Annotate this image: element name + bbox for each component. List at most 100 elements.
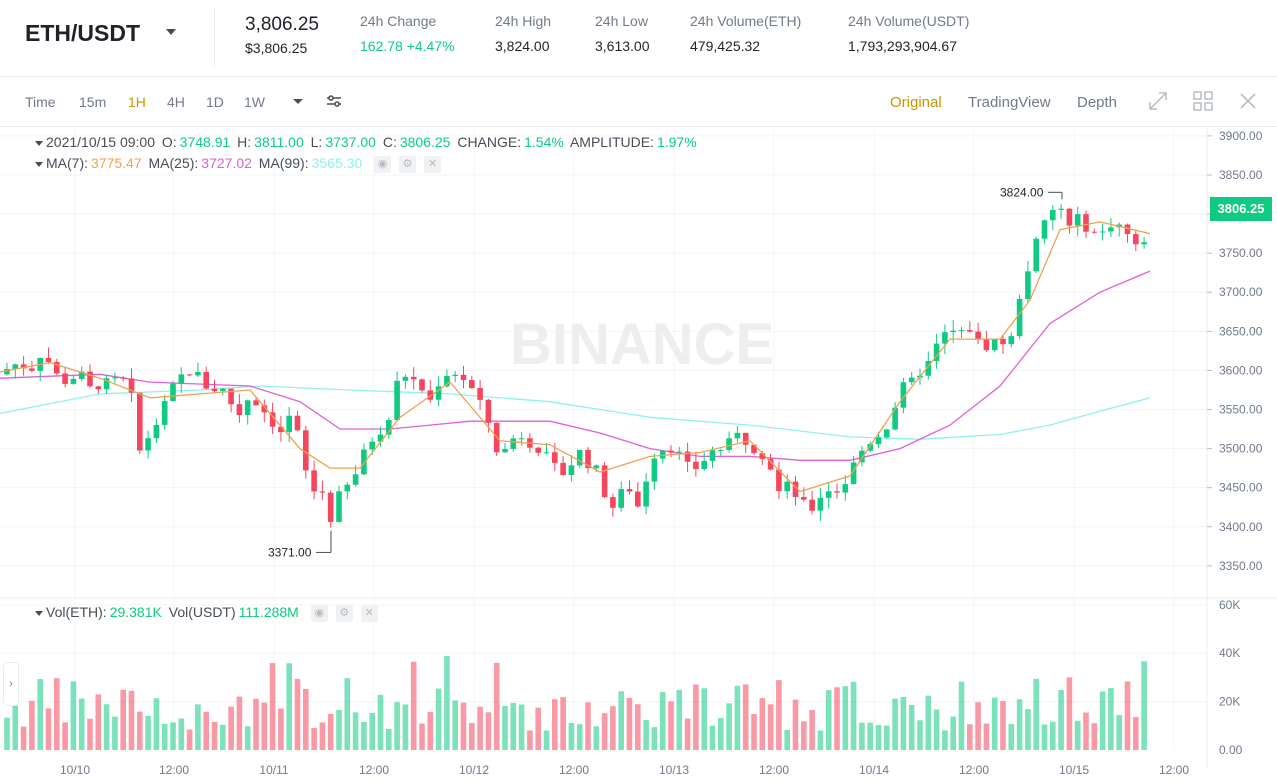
tab-1h[interactable]: 1H	[128, 94, 146, 110]
settings-sliders-icon[interactable]	[323, 90, 345, 112]
candle-body	[344, 484, 351, 492]
time-tick-label: 12:00	[559, 763, 589, 777]
eye-icon[interactable]: ◉	[310, 604, 328, 622]
fullscreen-icon[interactable]	[1147, 90, 1169, 112]
candle-body	[410, 376, 417, 380]
legend-c-label: C:	[382, 134, 397, 150]
volume-bar	[319, 722, 326, 750]
pair-caret-icon[interactable]	[166, 29, 176, 35]
remove-icon[interactable]: ✕	[424, 155, 442, 173]
volume-bar	[435, 688, 442, 750]
time-tick-label: 10/14	[859, 763, 889, 777]
view-tradingview[interactable]: TradingView	[968, 94, 1051, 111]
volume-bar	[361, 721, 367, 750]
eye-icon[interactable]: ◉	[374, 155, 392, 173]
watermark: BINANCE	[510, 312, 774, 377]
expand-panel-icon[interactable]: ›	[3, 662, 19, 706]
candle-body	[1025, 271, 1031, 299]
price-tick-label: 3400.00	[1219, 520, 1263, 534]
tab-4h[interactable]: 4H	[167, 94, 185, 110]
candle-body	[70, 378, 77, 384]
candle-body	[1091, 231, 1098, 233]
candle-body	[236, 404, 243, 415]
legend-ma25-label: MA(25):	[148, 155, 199, 171]
volume-bar	[269, 663, 276, 750]
view-depth[interactable]: Depth	[1077, 94, 1118, 111]
legend-ma7: 3775.47	[91, 155, 142, 171]
candle-body	[510, 438, 517, 449]
view-original[interactable]: Original	[890, 94, 942, 111]
legend-high: 3811.00	[254, 134, 304, 150]
candle-body	[327, 492, 334, 522]
stat-24h-volume-eth: 24h Volume(ETH) 479,425.32	[690, 13, 801, 54]
volume-bar	[659, 692, 666, 750]
kline-chart[interactable]: BINANCE 3900.003850.003800.003750.003700…	[0, 128, 1277, 783]
volume-bar	[875, 725, 882, 750]
candle-body	[801, 496, 807, 500]
candle-body	[734, 432, 741, 439]
volume-bar	[535, 707, 541, 750]
volume-bar	[817, 730, 824, 750]
tab-time[interactable]: Time	[25, 94, 56, 110]
candle-body	[1000, 338, 1006, 345]
volume-bar	[485, 712, 492, 750]
volume-bar	[120, 689, 126, 750]
candle-body	[626, 489, 633, 492]
volume-bar	[801, 721, 807, 750]
candle-body	[1083, 214, 1089, 232]
volume-bar	[1000, 701, 1006, 750]
legend-amplitude-label: AMPLITUDE:	[569, 134, 654, 150]
candle-body	[958, 330, 965, 332]
legend-collapse-icon[interactable]	[35, 140, 43, 146]
candle-body	[967, 330, 973, 332]
volume-bar	[303, 689, 309, 750]
volume-bar	[991, 697, 998, 750]
tab-15m[interactable]: 15m	[79, 94, 107, 110]
ma25-line	[0, 270, 1151, 461]
candle-body	[859, 450, 865, 463]
ma-legend-collapse-icon[interactable]	[35, 161, 43, 167]
stat-24h-low: 24h Low 3,613.00	[595, 13, 650, 54]
candle-body	[900, 382, 907, 408]
stat-value: 3,613.00	[595, 38, 650, 54]
volume-tick-label: 60K	[1219, 598, 1240, 612]
candle-body	[269, 412, 276, 427]
candle-body	[892, 407, 898, 430]
candle-body	[1041, 220, 1048, 239]
volume-bar	[236, 696, 243, 750]
candle-body	[220, 388, 226, 392]
candle-body	[311, 470, 317, 492]
candle-body	[386, 420, 392, 435]
volume-bar	[892, 698, 898, 750]
candle-body	[394, 380, 400, 421]
volume-bar	[950, 716, 956, 750]
stat-24h-change: 24h Change 162.78 +4.47%	[360, 13, 455, 54]
market-header: ETH/USDT 3,806.25 $3,806.25 24h Change 1…	[0, 0, 1277, 77]
tab-1d[interactable]: 1D	[206, 94, 224, 110]
caret-down-icon[interactable]	[287, 90, 309, 112]
close-icon[interactable]	[1237, 90, 1259, 112]
tab-1w[interactable]: 1W	[244, 94, 265, 110]
candle-body	[726, 438, 732, 450]
volume-legend-collapse-icon[interactable]	[35, 610, 43, 616]
volume-bar	[1058, 690, 1064, 750]
volume-bar	[1124, 681, 1131, 750]
candle-body	[211, 388, 218, 392]
volume-bar	[635, 704, 641, 750]
volume-bar	[925, 695, 932, 750]
volume-bar	[734, 685, 741, 750]
remove-icon[interactable]: ✕	[360, 604, 378, 622]
candle-body	[767, 458, 774, 470]
volume-bar	[767, 704, 774, 750]
settings-icon[interactable]: ⚙	[399, 155, 417, 173]
volume-bar	[228, 706, 234, 750]
grid-layout-icon[interactable]	[1192, 90, 1214, 112]
pair-selector[interactable]: ETH/USDT	[25, 20, 140, 46]
legend-change: 1.54%	[524, 134, 564, 150]
settings-icon[interactable]: ⚙	[335, 604, 353, 622]
candle-body	[618, 489, 624, 508]
low-annotation: 3371.00	[268, 545, 312, 559]
time-tick-label: 10/13	[659, 763, 689, 777]
candle-body	[610, 497, 616, 508]
volume-bar	[900, 696, 907, 750]
